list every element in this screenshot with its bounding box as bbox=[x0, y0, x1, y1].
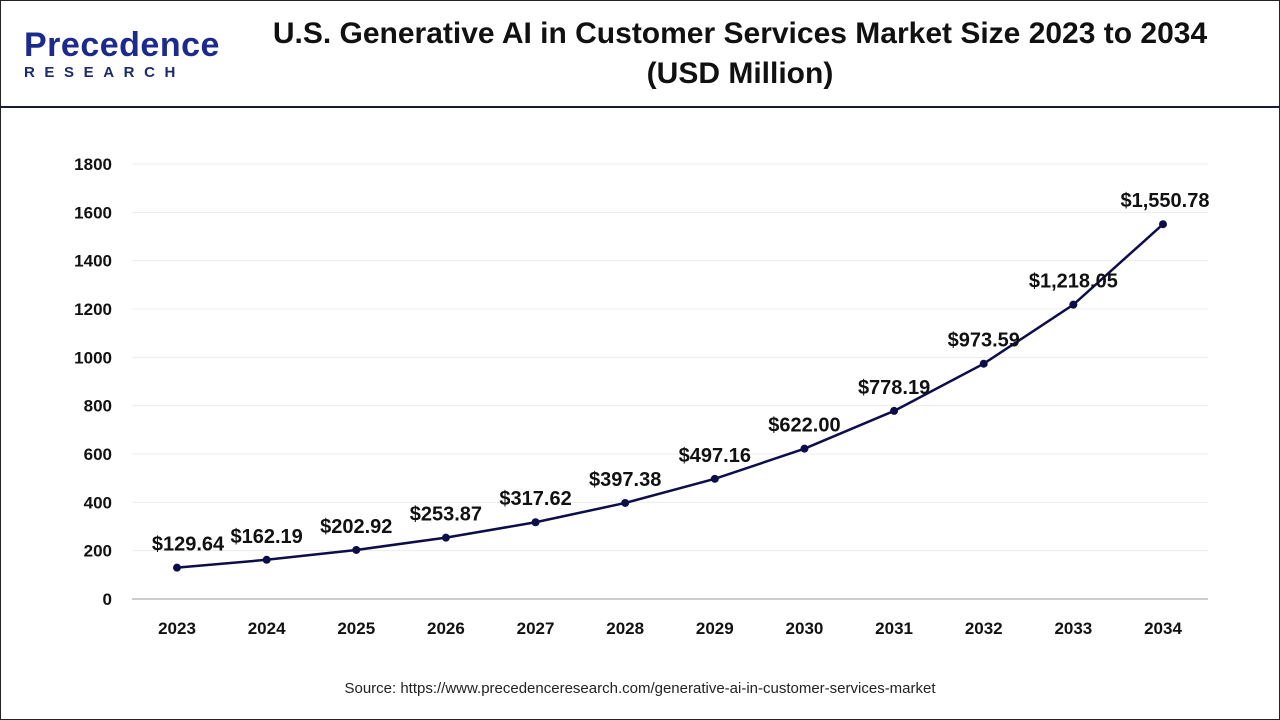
data-label: $622.00 bbox=[768, 415, 840, 437]
y-tick-label: 400 bbox=[84, 493, 112, 512]
data-point bbox=[1069, 300, 1078, 309]
y-tick-label: 800 bbox=[84, 397, 112, 416]
data-label: $1,550.78 bbox=[1121, 190, 1210, 212]
precedence-research-logo: Precedence RESEARCH bbox=[24, 28, 220, 81]
y-tick-label: 1400 bbox=[74, 252, 112, 271]
data-label: $973.59 bbox=[948, 330, 1020, 352]
data-point bbox=[621, 498, 630, 507]
title-line-1: U.S. Generative AI in Customer Services … bbox=[272, 17, 1208, 50]
logo-brand: Precedence bbox=[24, 26, 220, 64]
x-tick-label: 2028 bbox=[606, 619, 644, 638]
data-label: $202.92 bbox=[320, 516, 392, 538]
data-label: $253.87 bbox=[410, 504, 482, 526]
x-tick-label: 2029 bbox=[696, 619, 734, 638]
y-tick-label: 1000 bbox=[74, 348, 112, 367]
y-tick-label: 600 bbox=[84, 445, 112, 464]
y-tick-label: 1600 bbox=[74, 203, 112, 222]
header: Precedence RESEARCH U.S. Generative AI i… bbox=[0, 0, 1280, 108]
data-point bbox=[1159, 220, 1167, 229]
data-point bbox=[173, 563, 181, 572]
series-line bbox=[176, 223, 1164, 569]
data-point bbox=[890, 406, 899, 415]
data-point bbox=[800, 444, 809, 453]
x-tick-label: 2027 bbox=[517, 619, 555, 638]
y-tick-label: 1800 bbox=[74, 155, 112, 174]
data-label: $397.38 bbox=[589, 469, 661, 491]
x-tick-label: 2024 bbox=[248, 619, 286, 638]
data-point bbox=[979, 359, 988, 368]
data-label: $497.16 bbox=[679, 445, 751, 467]
x-tick-label: 2030 bbox=[786, 619, 824, 638]
logo-sub: RESEARCH bbox=[24, 64, 185, 81]
data-label: $129.64 bbox=[152, 534, 225, 556]
chart-title: U.S. Generative AI in Customer Services … bbox=[225, 14, 1255, 94]
x-tick-label: 2025 bbox=[337, 619, 375, 638]
data-label: $778.19 bbox=[858, 377, 930, 399]
x-tick-label: 2023 bbox=[158, 619, 196, 638]
y-tick-label: 1200 bbox=[74, 300, 112, 319]
data-point bbox=[531, 518, 540, 527]
x-tick-label: 2033 bbox=[1054, 619, 1092, 638]
y-tick-label: 0 bbox=[103, 590, 112, 609]
data-point bbox=[262, 555, 271, 564]
x-tick-label: 2031 bbox=[875, 619, 913, 638]
y-tick-label: 200 bbox=[84, 542, 112, 561]
x-tick-label: 2032 bbox=[965, 619, 1003, 638]
x-tick-label: 2026 bbox=[427, 619, 465, 638]
data-point bbox=[710, 474, 719, 483]
data-label: $1,218.05 bbox=[1029, 271, 1118, 293]
x-tick-label: 2034 bbox=[1144, 619, 1182, 638]
source-note: Source: https://www.precedenceresearch.c… bbox=[344, 680, 936, 697]
title-line-2: (USD Million) bbox=[646, 57, 834, 90]
data-label: $162.19 bbox=[230, 526, 302, 548]
data-point bbox=[352, 545, 361, 554]
data-label: $317.62 bbox=[499, 488, 571, 510]
data-point bbox=[441, 533, 450, 542]
